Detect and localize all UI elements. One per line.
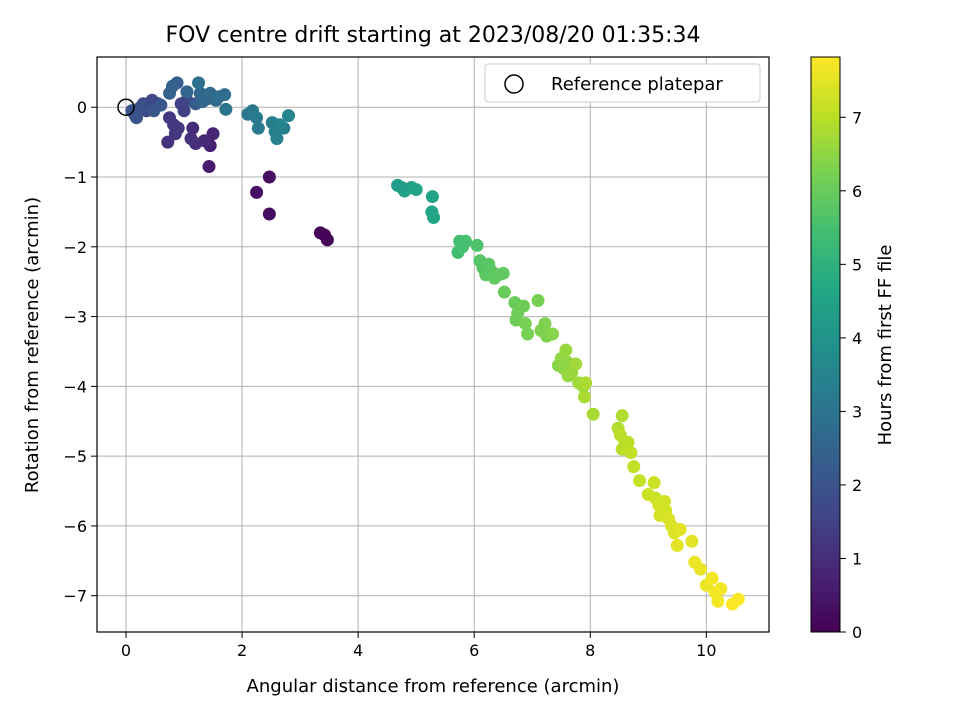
data-point [154, 98, 168, 112]
data-point [250, 185, 264, 199]
legend: Reference platepar [484, 63, 761, 103]
scatter-points [125, 76, 745, 611]
data-point [161, 135, 175, 149]
y-tick-label: −5 [63, 447, 87, 466]
x-tick-label: 6 [469, 641, 479, 660]
y-tick-label: −2 [63, 238, 87, 257]
chart-title: FOV centre drift starting at 2023/08/20 … [166, 23, 701, 48]
data-point [647, 476, 661, 490]
x-tick-label: 10 [696, 641, 716, 660]
x-tick-label: 0 [121, 641, 131, 660]
data-point [546, 327, 560, 341]
data-point [673, 522, 687, 536]
data-point [518, 317, 532, 331]
x-axis-ticks: 0 2 4 6 8 10 [121, 632, 717, 660]
data-point [270, 132, 284, 146]
data-point [262, 170, 276, 184]
x-tick-label: 8 [585, 641, 595, 660]
y-tick-label: −4 [63, 377, 87, 396]
legend-box [484, 63, 761, 103]
colorbar-tick-label: 5 [852, 255, 862, 274]
data-point [615, 409, 629, 423]
data-point [206, 127, 220, 141]
data-point [531, 294, 545, 308]
data-point [163, 86, 177, 100]
data-point [685, 534, 699, 548]
data-point [497, 285, 511, 299]
y-tick-label: 0 [77, 98, 87, 117]
data-point [409, 183, 423, 197]
data-point [670, 538, 684, 552]
data-point [250, 111, 264, 125]
colorbar [810, 56, 841, 633]
data-point [218, 88, 232, 102]
data-point [192, 76, 206, 90]
data-point [251, 121, 265, 135]
colorbar-tick-label: 4 [852, 329, 862, 348]
data-point [196, 95, 210, 109]
data-point [171, 121, 185, 135]
colorbar-ticks: 0 1 2 3 4 5 6 7 [840, 108, 862, 642]
data-point [627, 460, 641, 474]
y-tick-label: −1 [63, 168, 87, 187]
data-point [282, 109, 296, 123]
data-point [184, 132, 198, 146]
data-point [711, 594, 725, 608]
data-point [538, 317, 552, 331]
data-point [202, 160, 216, 174]
data-point [320, 233, 334, 247]
y-axis-label: Rotation from reference (arcmin) [22, 197, 43, 493]
colorbar-tick-label: 6 [852, 182, 862, 201]
colorbar-tick-label: 3 [852, 402, 862, 421]
plot-frame [96, 56, 770, 633]
colorbar-tick-label: 7 [852, 108, 862, 127]
data-point [633, 474, 647, 488]
data-point [577, 390, 591, 404]
y-tick-label: −3 [63, 308, 87, 327]
x-tick-label: 4 [353, 641, 363, 660]
legend-label: Reference platepar [551, 74, 723, 95]
data-point [714, 582, 728, 596]
data-point [186, 121, 200, 135]
data-point [521, 327, 535, 341]
data-point [569, 357, 583, 371]
data-point [694, 562, 708, 576]
plot-area [97, 57, 769, 632]
data-point [586, 407, 600, 421]
colorbar-label: Hours from first FF file [875, 245, 896, 446]
data-point [458, 234, 472, 248]
data-point [579, 376, 593, 390]
data-point [129, 111, 143, 125]
y-axis-ticks: 0 −1 −2 −3 −4 −5 −6 −7 [63, 98, 97, 606]
legend-marker [504, 74, 524, 94]
y-tick-label: −6 [63, 517, 87, 536]
x-tick-label: 2 [237, 641, 247, 660]
data-point [517, 299, 531, 313]
data-point [624, 446, 638, 460]
data-point [705, 571, 719, 585]
data-point [180, 85, 194, 99]
data-point [427, 210, 441, 224]
data-point [470, 238, 484, 252]
data-point [425, 190, 439, 204]
colorbar-tick-label: 2 [852, 476, 862, 495]
data-point [496, 266, 510, 280]
y-tick-label: −7 [63, 587, 87, 606]
colorbar-tick-label: 1 [852, 549, 862, 568]
data-point [731, 592, 745, 606]
data-point [219, 102, 233, 116]
data-point [262, 207, 276, 221]
colorbar-tick-label: 0 [852, 623, 862, 642]
x-axis-label: Angular distance from reference (arcmin) [247, 676, 620, 697]
grid-lines [97, 57, 769, 632]
data-point [559, 343, 573, 357]
data-point [273, 118, 287, 132]
reference-platepar-marker [117, 98, 135, 116]
data-point [163, 111, 177, 125]
